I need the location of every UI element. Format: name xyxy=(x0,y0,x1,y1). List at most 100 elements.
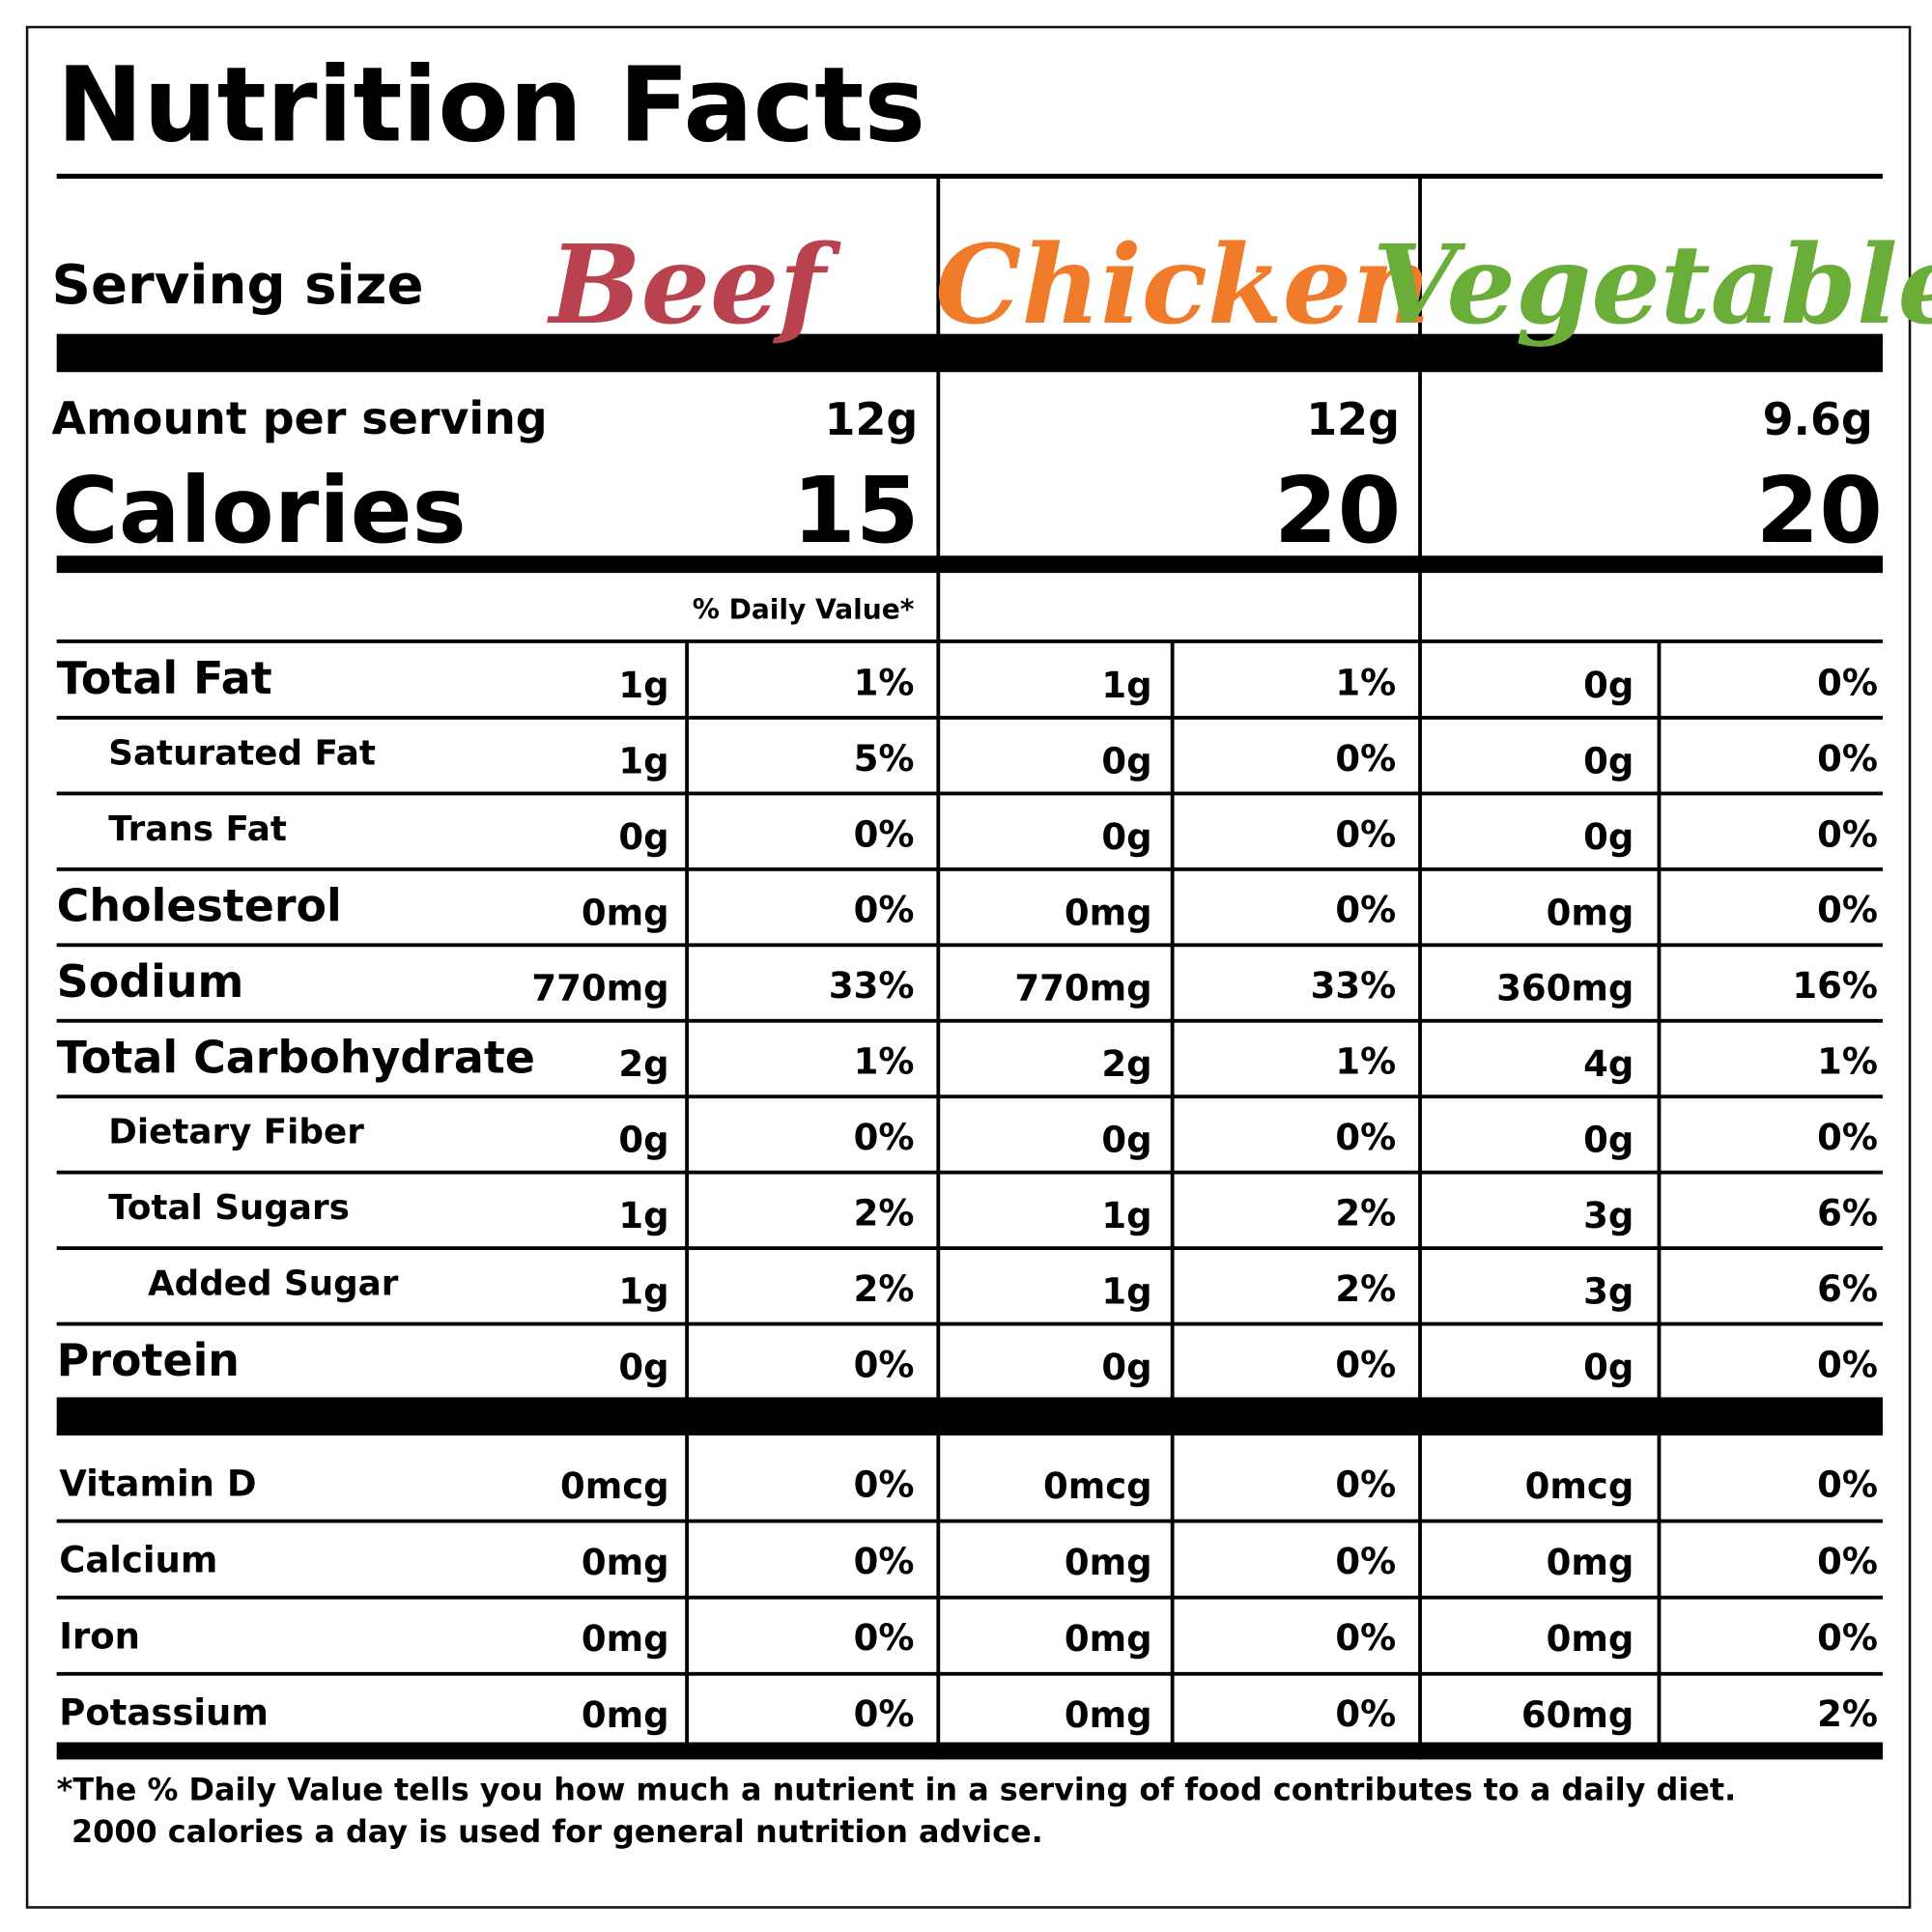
nutrient-dv: 2% xyxy=(1335,1268,1396,1310)
nutrient-dv: 1% xyxy=(854,1041,915,1083)
mineral-dv: 0% xyxy=(854,1617,915,1659)
nutrient-dv: 0% xyxy=(854,890,915,931)
nutrient-amount: 360mg xyxy=(1496,968,1634,1009)
calories-value: 20 xyxy=(1756,458,1883,564)
nutrient-amount: 0mg xyxy=(1547,892,1634,933)
nutrient-amount: 0g xyxy=(1101,816,1151,858)
nutrient-dv: 0% xyxy=(854,813,915,855)
nutrient-dv: 0% xyxy=(1817,890,1878,931)
sub-divider xyxy=(1657,1435,1662,1744)
nutrient-dv: 1% xyxy=(1335,662,1396,703)
nutrient-name: Sodium xyxy=(57,955,244,1008)
mineral-name: Vitamin D xyxy=(59,1463,256,1504)
row-rule xyxy=(56,1094,1883,1099)
nutrient-amount: 1g xyxy=(1101,1195,1151,1236)
mineral-amount: 0mg xyxy=(1065,1542,1152,1583)
mineral-dv: 2% xyxy=(1817,1693,1878,1735)
row-rule xyxy=(56,791,1883,796)
mineral-amount: 0mcg xyxy=(1043,1465,1152,1507)
nutrient-name: Trans Fat xyxy=(108,810,287,849)
mineral-amount: 0mcg xyxy=(560,1465,669,1507)
nutrient-amount: 0g xyxy=(1583,665,1634,706)
mineral-dv: 0% xyxy=(854,1541,915,1582)
nutrient-dv: 2% xyxy=(854,1268,915,1310)
product-name: Chicken xyxy=(935,222,1431,349)
mineral-dv: 0% xyxy=(1335,1541,1396,1582)
calories-value: 15 xyxy=(792,458,919,564)
row-rule xyxy=(56,1519,1883,1523)
row-rule xyxy=(56,867,1883,871)
mineral-amount: 0mg xyxy=(582,1542,669,1583)
nutrient-amount: 770mg xyxy=(531,968,668,1009)
nutrient-amount: 0g xyxy=(1583,740,1634,781)
thick-rule xyxy=(56,1742,1883,1760)
nutrient-amount: 2g xyxy=(618,1043,668,1085)
title: Nutrition Facts xyxy=(57,45,925,165)
title-rule xyxy=(56,173,1883,179)
calories-label: Calories xyxy=(52,458,467,564)
nutrient-dv: 0% xyxy=(1817,738,1878,780)
nutrient-dv: 0% xyxy=(1335,738,1396,780)
mineral-dv: 0% xyxy=(854,1464,915,1506)
amount-label: Amount per serving xyxy=(52,392,548,444)
mineral-name: Calcium xyxy=(59,1540,217,1581)
nutrient-dv: 2% xyxy=(854,1192,915,1234)
nutrient-amount: 770mg xyxy=(1014,968,1151,1009)
daily-value-header: % Daily Value* xyxy=(693,593,915,625)
nutrient-amount: 1g xyxy=(618,1195,668,1236)
nutrient-amount: 2g xyxy=(1101,1043,1151,1085)
nutrient-dv: 0% xyxy=(1335,1117,1396,1158)
nutrient-dv: 0% xyxy=(1817,1344,1878,1385)
mineral-amount: 0mg xyxy=(1065,1618,1152,1660)
thick-rule xyxy=(56,555,1883,574)
row-rule xyxy=(56,1671,1883,1676)
nutrient-name: Dietary Fiber xyxy=(108,1113,364,1152)
nutrient-name: Protein xyxy=(57,1334,240,1386)
serving-amount: 9.6g xyxy=(1763,393,1873,445)
product-name: Vegetable xyxy=(1373,222,1932,349)
nutrient-name: Saturated Fat xyxy=(108,733,376,773)
nutrient-dv: 0% xyxy=(1817,1117,1878,1158)
column-divider xyxy=(936,176,941,1760)
nutrient-dv: 5% xyxy=(854,738,915,780)
nutrient-amount: 0g xyxy=(618,1347,668,1388)
nutrient-dv: 0% xyxy=(1335,1344,1396,1385)
nutrient-amount: 1g xyxy=(1101,1270,1151,1312)
mineral-amount: 0mg xyxy=(582,1694,669,1736)
mineral-dv: 0% xyxy=(1335,1617,1396,1659)
nutrient-dv: 0% xyxy=(1817,662,1878,703)
nutrient-dv: 0% xyxy=(1817,813,1878,855)
row-rule xyxy=(56,1246,1883,1251)
row-rule xyxy=(56,1595,1883,1600)
nutrient-amount: 1g xyxy=(618,665,668,706)
nutrient-dv: 0% xyxy=(1335,890,1396,931)
mineral-dv: 0% xyxy=(854,1693,915,1735)
nutrient-name: Total Sugars xyxy=(108,1188,350,1228)
thick-rule xyxy=(56,1397,1883,1435)
serving-size-label: Serving size xyxy=(52,254,424,317)
nutrient-dv: 0% xyxy=(1335,813,1396,855)
mineral-dv: 0% xyxy=(1335,1464,1396,1506)
row-rule xyxy=(56,1170,1883,1175)
nutrient-amount: 0g xyxy=(1101,1120,1151,1161)
serving-amount: 12g xyxy=(1306,393,1400,445)
nutrient-dv: 1% xyxy=(854,662,915,703)
footnote: 2000 calories a day is used for general … xyxy=(71,1813,1043,1850)
nutrient-dv: 1% xyxy=(1335,1041,1396,1083)
thick-rule xyxy=(56,333,1883,373)
sub-divider xyxy=(685,1435,690,1744)
mineral-dv: 0% xyxy=(1817,1617,1878,1659)
mineral-amount: 0mg xyxy=(1547,1542,1634,1583)
nutrient-amount: 1g xyxy=(618,740,668,781)
serving-amount: 12g xyxy=(825,393,919,445)
nutrient-amount: 3g xyxy=(1583,1270,1634,1312)
row-rule xyxy=(56,1321,1883,1326)
nutrient-dv: 0% xyxy=(854,1344,915,1385)
footnote: *The % Daily Value tells you how much a … xyxy=(57,1772,1737,1808)
mineral-amount: 0mg xyxy=(1065,1694,1152,1736)
nutrient-dv: 6% xyxy=(1817,1268,1878,1310)
nutrient-name: Added Sugar xyxy=(148,1264,399,1304)
rule xyxy=(56,639,1883,643)
sub-divider xyxy=(1170,1435,1175,1744)
